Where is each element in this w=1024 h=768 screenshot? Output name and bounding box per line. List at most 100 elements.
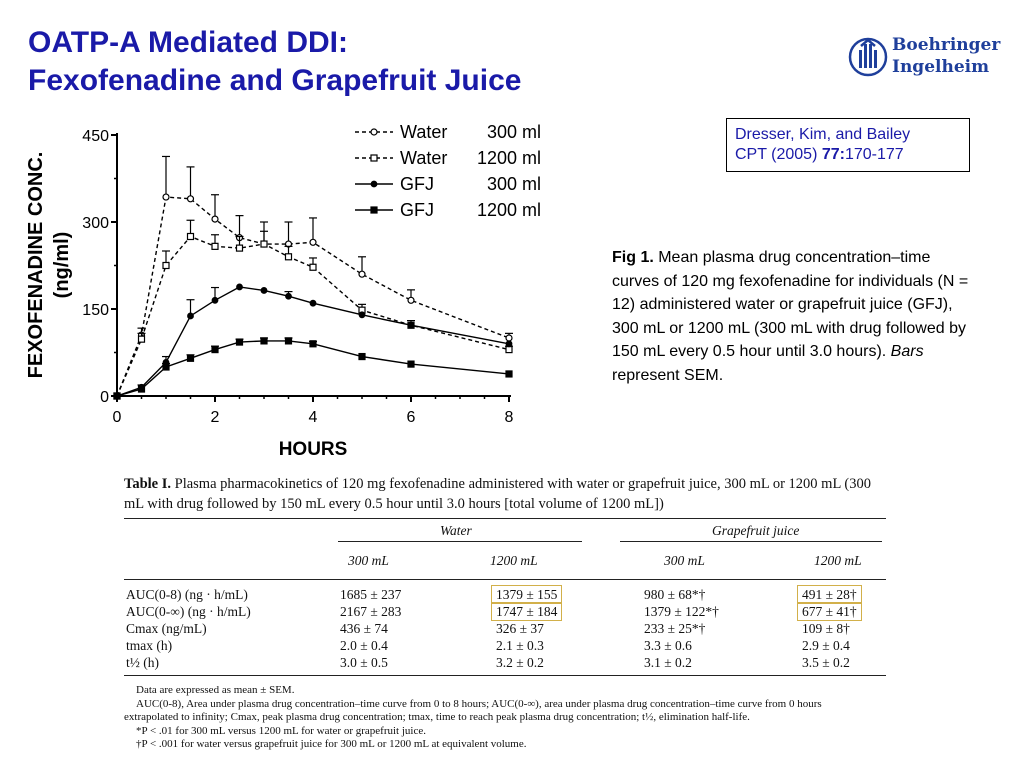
table-footnotes: Data are expressed as mean ± SEM. AUC(0-… xyxy=(124,684,886,752)
data-point xyxy=(162,363,170,371)
data-point xyxy=(358,270,366,278)
table-cell: 1379 ± 155 xyxy=(491,585,563,604)
table-title: Table I. Plasma pharmacokinetics of 120 … xyxy=(124,474,886,514)
x-axis-label: HOURS xyxy=(279,439,348,460)
data-point xyxy=(162,261,170,270)
data-point xyxy=(505,370,513,378)
data-point xyxy=(137,335,146,343)
x-tick-label: 2 xyxy=(211,409,220,426)
table-cell: 3.3 ± 0.6 xyxy=(644,638,692,653)
data-point xyxy=(187,312,194,320)
citation-journal: CPT (2005) 77:170-177 xyxy=(735,145,961,165)
data-point xyxy=(284,337,293,345)
table-row: AUC(0-8) (ng · h/mL) 1685 ± 237 1379 ± 155… xyxy=(124,585,886,604)
legend-entry: GFJ 300 ml xyxy=(355,174,541,194)
group-grapefruit-rule xyxy=(620,541,882,542)
citation-volume: 77: xyxy=(821,146,845,163)
series-line xyxy=(116,235,510,397)
data-point xyxy=(186,232,195,241)
data-point xyxy=(211,346,219,354)
table-cell: 3.1 ± 0.2 xyxy=(644,655,692,670)
y-axis-label-line1: FEXOFENADINE CONC. xyxy=(25,152,47,379)
group-water-rule xyxy=(338,541,582,542)
series-line xyxy=(116,340,510,397)
citation-authors: Dresser, Kim, and Bailey xyxy=(735,126,911,143)
table-cell: 491 ± 28† xyxy=(797,585,862,604)
x-tick-label: 4 xyxy=(309,409,318,426)
chart-axes: 0 2 4 6 8 0 150 300 450 xyxy=(82,128,513,426)
legend-marker xyxy=(370,154,378,162)
caption-italic: Bars xyxy=(890,343,924,360)
legend-series-name: GFJ xyxy=(400,174,434,194)
group-water: Water xyxy=(440,523,472,538)
footnote: AUC(0-8), Area under plasma drug concent… xyxy=(136,697,822,710)
caption-end: represent SEM. xyxy=(612,366,724,384)
legend-entry: Water 300 ml xyxy=(355,122,541,142)
y-tick-label: 300 xyxy=(82,215,109,232)
x-tick-label: 8 xyxy=(505,409,514,426)
data-point xyxy=(505,334,513,342)
sub-water-1200: 1200 mL xyxy=(490,553,538,568)
caption-label: Fig 1. xyxy=(612,249,654,266)
data-point xyxy=(186,195,195,203)
y-tick-label: 450 xyxy=(82,128,109,145)
series-2 xyxy=(113,219,513,400)
data-point xyxy=(505,346,513,354)
pharmacokinetics-table: Table I. Plasma pharmacokinetics of 120 … xyxy=(124,474,886,752)
x-tick-label: 6 xyxy=(407,409,416,426)
data-point xyxy=(309,299,317,307)
caption-text: Mean plasma drug concentration–time curv… xyxy=(612,249,969,360)
table-cell: 3.2 ± 0.2 xyxy=(496,655,544,670)
row-label: AUC(0-8) (ng · h/mL) xyxy=(126,587,248,602)
series-line xyxy=(116,286,510,397)
figure-caption: Fig 1. Mean plasma drug concentration–ti… xyxy=(612,246,972,387)
citation-box: Dresser, Kim, and Bailey CPT (2005) 77:1… xyxy=(726,118,970,172)
row-label: AUC(0-∞) (ng · h/mL) xyxy=(126,604,251,619)
table-header-rule xyxy=(124,579,886,580)
table-cell: 233 ± 25*† xyxy=(644,621,706,636)
data-point xyxy=(358,311,366,319)
series-1 xyxy=(113,155,513,400)
row-label: Cmax (ng/mL) xyxy=(126,621,207,636)
data-point xyxy=(211,242,219,250)
legend-series-volume: 300 ml xyxy=(487,174,541,194)
table-cell: 2.9 ± 0.4 xyxy=(802,638,850,653)
table-cell: 2.0 ± 0.4 xyxy=(340,638,388,653)
y-tick-label: 150 xyxy=(82,302,109,319)
footnote: *P < .01 for 300 mL versus 1200 mL for w… xyxy=(136,724,426,737)
data-point xyxy=(407,321,415,329)
data-point xyxy=(505,340,513,348)
table-cell: 436 ± 74 xyxy=(340,621,388,636)
concentration-time-chart: 0 2 4 6 8 0 150 300 450 Water 300 ml Water 1200 ml G… xyxy=(25,122,541,460)
data-point xyxy=(309,340,317,348)
table-row: Cmax (ng/mL) 436 ± 74 326 ± 37 233 ± 25*† 10… xyxy=(124,620,886,637)
boehringer-ingelheim-logo-icon xyxy=(848,37,888,77)
data-point xyxy=(113,392,121,400)
table-row: AUC(0-∞) (ng · h/mL) 2167 ± 283 1747 ± 184… xyxy=(124,602,886,621)
chart-series xyxy=(113,155,513,400)
sub-gfj-1200: 1200 mL xyxy=(814,553,862,568)
table-body: AUC(0-8) (ng · h/mL) 1685 ± 237 1379 ± 155… xyxy=(124,585,886,671)
data-point xyxy=(235,338,244,346)
table-group-header: Water Grapefruit juice xyxy=(124,519,886,543)
footnote: Data are expressed as mean ± SEM. xyxy=(136,684,295,696)
data-point xyxy=(285,292,292,300)
legend-series-volume: 300 ml xyxy=(487,122,541,142)
data-point xyxy=(211,215,219,223)
data-point xyxy=(407,360,415,368)
logo-text-line2: Ingelheim xyxy=(892,57,990,77)
table-top-rule xyxy=(124,518,886,519)
y-tick-label: 0 xyxy=(100,389,109,406)
row-label: t½ (h) xyxy=(126,655,159,670)
table-cell: 1747 ± 184 xyxy=(491,602,563,621)
data-point xyxy=(309,263,317,271)
company-logo: Boehringer Ingelheim xyxy=(848,32,1000,84)
legend-entry: GFJ 1200 ml xyxy=(355,200,541,220)
legend-entry: Water 1200 ml xyxy=(355,148,541,168)
group-grapefruit: Grapefruit juice xyxy=(712,523,800,538)
x-tick-label: 0 xyxy=(113,409,122,426)
sub-water-300: 300 mL xyxy=(348,553,389,568)
data-point xyxy=(358,352,366,361)
slide-title: OATP-A Mediated DDI: Fexofenadine and Gr… xyxy=(28,24,521,100)
legend-marker xyxy=(370,206,378,214)
